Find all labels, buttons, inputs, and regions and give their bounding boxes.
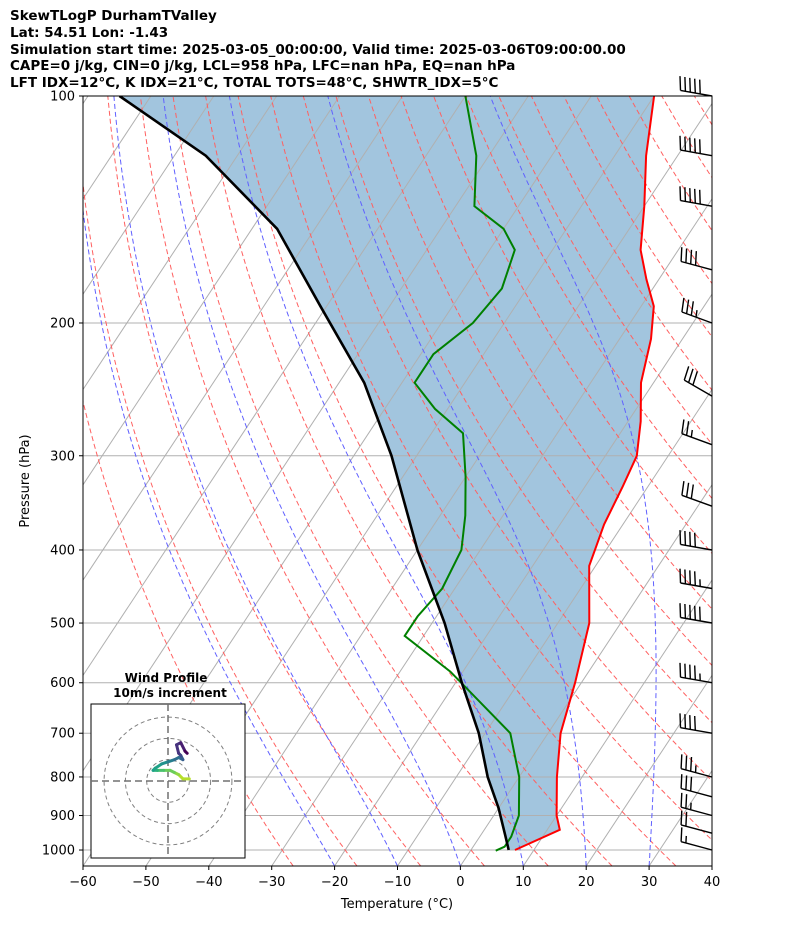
dry-adiabat xyxy=(139,96,485,866)
y-tick-label: 400 xyxy=(50,543,75,558)
title-line-5: LFT IDX=12°C, K IDX=21°C, TOTAL TOTS=48°… xyxy=(10,75,499,92)
wind-barb xyxy=(679,603,713,624)
y-tick-label: 100 xyxy=(50,90,75,105)
hodograph-segment xyxy=(179,741,187,753)
dry-adiabat xyxy=(368,96,712,667)
hodograph-segment xyxy=(183,749,189,755)
isotherm xyxy=(271,197,712,866)
wind-barb xyxy=(680,810,713,834)
y-tick-label: 700 xyxy=(50,727,75,742)
wind-barb xyxy=(680,247,713,271)
wind-barb xyxy=(679,568,713,590)
wind-barb xyxy=(683,366,713,397)
hodograph-subtitle: 10m/s increment xyxy=(113,686,227,700)
isotherm xyxy=(459,483,712,866)
wind-barb xyxy=(679,186,713,207)
y-tick-label: 300 xyxy=(50,449,75,464)
isotherm xyxy=(83,96,466,677)
x-tick-label: 30 xyxy=(641,875,658,890)
wind-barb xyxy=(680,774,713,798)
wind-barb xyxy=(681,481,713,507)
isotherm xyxy=(208,102,712,866)
parcel-profile-line xyxy=(118,96,510,851)
x-tick-label: 20 xyxy=(578,875,595,890)
moist-adiabat xyxy=(83,206,336,866)
isotherm xyxy=(585,674,712,866)
title-line-1: SkewTLogP DurhamTValley xyxy=(10,8,217,24)
isotherm xyxy=(83,96,403,581)
x-tick-label: −30 xyxy=(258,875,285,890)
hodograph: Wind Profile 10m/s increment xyxy=(90,671,246,859)
x-tick-label: −10 xyxy=(384,875,411,890)
moist-adiabat xyxy=(327,96,587,866)
dry-adiabat xyxy=(83,399,294,866)
wind-barb xyxy=(679,713,713,734)
wind-barb xyxy=(680,754,713,778)
y-tick-label: 200 xyxy=(50,316,75,331)
dry-adiabat xyxy=(107,96,422,866)
title-line-4: CAPE=0 j/kg, CIN=0 j/kg, LCL=958 hPa, LF… xyxy=(10,58,516,75)
y-axis-label: Pressure (hPa) xyxy=(18,434,33,527)
wind-barb xyxy=(679,135,713,157)
title-line-3: Simulation start time: 2025-03-05_00:00:… xyxy=(10,41,626,58)
isotherm xyxy=(334,293,712,866)
x-tick-label: −60 xyxy=(69,875,96,890)
wind-barb xyxy=(681,297,713,324)
wind-barb xyxy=(679,76,713,97)
y-tick-label: 500 xyxy=(50,617,75,632)
y-tick-label: 1000 xyxy=(42,844,75,859)
dry-adiabat xyxy=(172,96,549,866)
temperature-line xyxy=(514,96,656,851)
y-tick-label: 600 xyxy=(50,676,75,691)
profiles xyxy=(118,96,656,852)
axis-ticks: −60 −50 −40 −30 −20 −10 0 10 20 30 40 100 200 300 400 5… xyxy=(42,90,720,891)
isotherm xyxy=(711,865,712,866)
y-tick-label: 800 xyxy=(50,770,75,785)
moist-adiabat xyxy=(113,96,398,866)
title-line-2: Lat: 54.51 Lon: -1.43 xyxy=(10,24,169,41)
hodograph-ring xyxy=(103,716,233,846)
x-tick-label: −50 xyxy=(132,875,159,890)
wind-barb xyxy=(681,419,713,446)
wind-barb xyxy=(679,530,713,551)
dry-adiabat xyxy=(727,96,794,866)
x-tick-label: −20 xyxy=(321,875,348,890)
y-tick-label: 900 xyxy=(50,809,75,824)
x-axis-label: Temperature (°C) xyxy=(340,897,453,912)
wind-barbs xyxy=(679,76,713,851)
dry-adiabat xyxy=(335,96,712,724)
isotherm xyxy=(83,96,341,486)
x-tick-label: −40 xyxy=(195,875,222,890)
dewpoint-line xyxy=(403,96,521,852)
wind-barb xyxy=(680,827,713,851)
hodograph-title: Wind Profile xyxy=(125,671,208,685)
isotherm xyxy=(83,96,89,105)
cape-shading xyxy=(119,96,655,850)
dry-adiabat xyxy=(759,96,794,866)
dry-adiabat xyxy=(83,180,358,866)
dry-adiabat xyxy=(237,96,677,866)
isotherm xyxy=(83,96,278,391)
wind-barb xyxy=(679,662,713,684)
x-tick-label: 10 xyxy=(515,875,532,890)
dry-adiabat xyxy=(270,96,712,841)
isotherm xyxy=(522,579,712,866)
grid xyxy=(83,96,794,866)
x-tick-label: 40 xyxy=(704,875,721,890)
moist-adiabat xyxy=(162,96,461,866)
shaded-area xyxy=(119,96,655,850)
wind-barb xyxy=(680,792,713,817)
isotherm xyxy=(83,96,215,296)
x-tick-label: 0 xyxy=(456,875,464,890)
dry-adiabat xyxy=(498,96,712,445)
